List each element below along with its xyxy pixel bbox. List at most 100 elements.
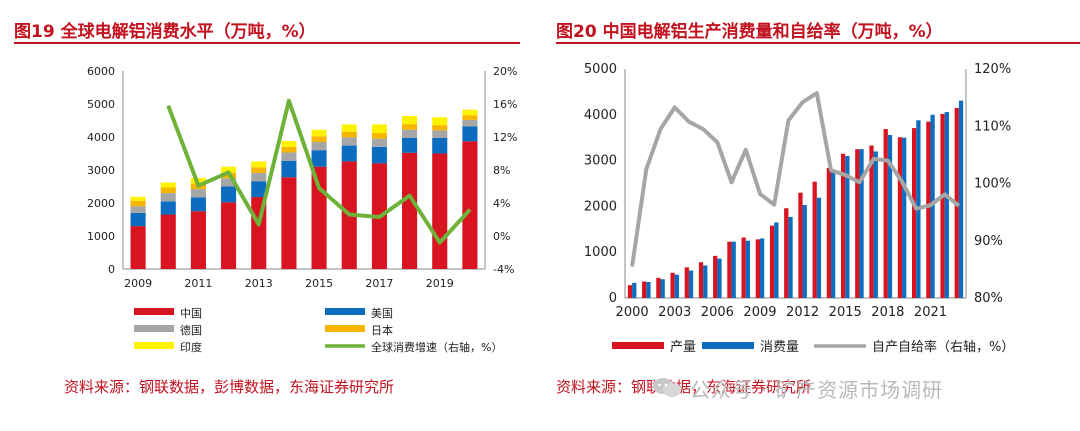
- right-title-rule: [556, 42, 1080, 44]
- right-ytick-label: 4000: [584, 108, 617, 123]
- right-xtick-label: 2015: [829, 305, 862, 320]
- left-chart: 0 1000 2000 3000 4000 5000 6000 -4% 0% 4% 8% 12% 16%…: [87, 65, 517, 354]
- left-bar-中国: [190, 211, 206, 269]
- left-bar-德国: [190, 189, 206, 198]
- right-bar-产量: [670, 272, 675, 298]
- right-legend-label: 消费量: [760, 340, 799, 355]
- left-bar-美国: [371, 146, 387, 164]
- right-chart: 0 1000 2000 3000 4000 5000 80% 90% 100% 110% 120% 2…: [584, 62, 1014, 355]
- left-bar-印度: [402, 115, 418, 125]
- left-source: 资料来源：钢联数据，彭博数据，东海证券研究所: [64, 378, 395, 396]
- left-xtick-label: 2013: [245, 277, 273, 290]
- left-bar-日本: [311, 136, 327, 142]
- left-legend-swatch: [325, 308, 365, 315]
- right-bar-产量: [912, 128, 917, 298]
- right-bar-消费量: [788, 216, 793, 298]
- left-bar-美国: [190, 197, 206, 212]
- right-y2tick-label: 100%: [974, 177, 1011, 192]
- right-bar-产量: [627, 285, 633, 298]
- right-bar-产量: [869, 145, 874, 298]
- right-xtick-label: 2000: [616, 305, 649, 320]
- left-ytick-label: 3000: [87, 164, 115, 177]
- left-bar-美国: [341, 145, 357, 162]
- left-bar-日本: [462, 115, 478, 120]
- right-bar-消费量: [930, 114, 935, 298]
- left-ytick-label: 6000: [87, 65, 115, 78]
- left-bar-德国: [311, 141, 327, 151]
- right-ytick-label: 0: [609, 291, 617, 306]
- left-bar-印度: [371, 124, 387, 134]
- left-bar-印度: [341, 124, 357, 132]
- right-bar-消费量: [816, 197, 822, 298]
- right-bar-消费量: [887, 134, 893, 298]
- right-legend-label: 产量: [670, 340, 696, 355]
- left-bar-德国: [160, 193, 176, 202]
- right-bar-消费量: [646, 281, 651, 298]
- right-bar-消费量: [958, 100, 964, 299]
- right-y2tick-label: 90%: [974, 234, 1003, 249]
- left-chart-panel: 图19 全球电解铝消费水平（万吨，%） 0 1000 2000 3000 4000 500…: [0, 0, 530, 431]
- right-bar-产量: [940, 113, 945, 298]
- left-bar-德国: [432, 130, 448, 138]
- left-bar-印度: [432, 117, 448, 126]
- left-line-series: [166, 98, 472, 245]
- left-xtick-label: 2017: [365, 277, 393, 290]
- right-y2tick-label: 80%: [974, 291, 1003, 306]
- left-bar-日本: [281, 146, 297, 153]
- watermark-text: 公众号 · 矿产资源市场调研: [690, 378, 944, 402]
- right-y2tick-label: 120%: [974, 62, 1011, 77]
- left-bar-中国: [402, 152, 418, 269]
- right-bar-消费量: [831, 171, 836, 298]
- right-ytick-label: 1000: [584, 245, 617, 260]
- left-bar-中国: [160, 214, 176, 269]
- wechat-icon: [653, 378, 681, 397]
- left-bar-印度: [221, 166, 237, 173]
- left-xtick-label: 2019: [426, 277, 454, 290]
- right-bar-产量: [698, 262, 704, 298]
- left-legend-swatch: [134, 308, 174, 315]
- right-bar-消费量: [902, 137, 907, 298]
- left-bar-中国: [130, 226, 146, 269]
- left-bar-德国: [221, 178, 237, 187]
- right-bar-产量: [727, 241, 732, 298]
- right-bar-消费量: [703, 265, 708, 298]
- left-xtick-label: 2015: [305, 277, 333, 290]
- right-bar-消费量: [717, 258, 722, 298]
- left-xtick-label: 2011: [184, 277, 212, 290]
- left-bar-美国: [402, 137, 418, 153]
- right-bar-消费量: [674, 274, 679, 298]
- right-bar-产量: [883, 128, 888, 298]
- right-bar-消费量: [632, 282, 637, 298]
- left-legend-label: 日本: [371, 323, 393, 337]
- right-bar-消费量: [859, 149, 864, 298]
- right-bar-产量: [642, 281, 647, 298]
- left-bar-德国: [341, 137, 357, 146]
- right-bar-产量: [855, 149, 860, 298]
- right-bar-产量: [812, 181, 817, 298]
- left-legend-label: 中国: [180, 307, 202, 320]
- right-source: 资料来源：钢联数据，东海证券研究所: [556, 378, 812, 396]
- right-bar-消费量: [802, 205, 807, 298]
- left-bar-中国: [462, 141, 478, 269]
- left-legend-label: 美国: [371, 307, 393, 320]
- left-bar-美国: [160, 201, 176, 215]
- left-y2tick-label: 20%: [493, 65, 517, 78]
- right-legend-swatch: [702, 342, 754, 349]
- left-legend-swatch: [134, 342, 174, 349]
- left-bar-美国: [462, 126, 478, 142]
- left-bar-日本: [432, 125, 448, 131]
- left-bar-印度: [462, 109, 478, 116]
- left-y2tick-label: 12%: [493, 131, 517, 144]
- right-ytick-label: 2000: [584, 199, 617, 214]
- left-bar-德国: [462, 119, 478, 127]
- left-ytick-label: 0: [108, 263, 115, 276]
- left-legend-swatch: [325, 325, 365, 332]
- right-bar-产量: [713, 255, 718, 298]
- left-bar-中国: [432, 153, 448, 269]
- right-bar-产量: [897, 137, 903, 298]
- right-bar-产量: [755, 239, 760, 298]
- right-bar-产量: [741, 237, 746, 298]
- right-bar-产量: [826, 167, 832, 298]
- right-bar-产量: [769, 225, 775, 298]
- left-bar-日本: [402, 124, 418, 130]
